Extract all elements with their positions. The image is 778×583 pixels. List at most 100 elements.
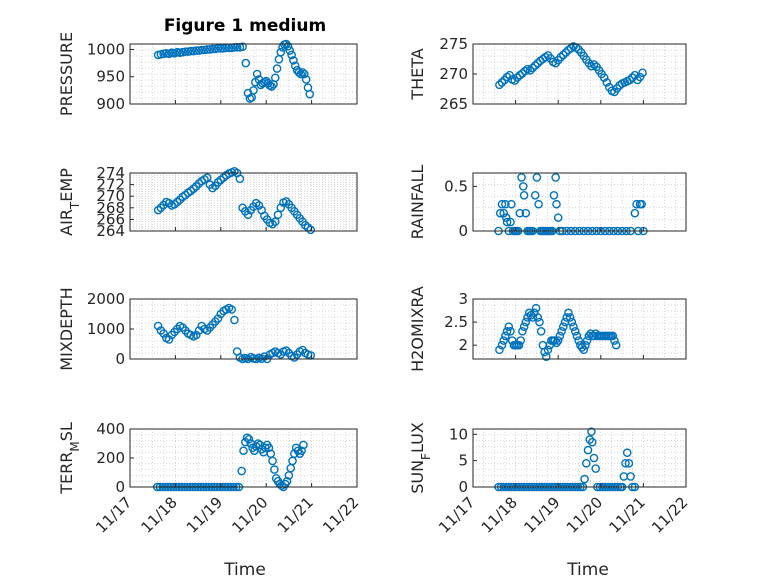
data-point — [565, 313, 575, 322]
y-axis-label: SUNFLUX — [408, 422, 433, 494]
data-point — [559, 322, 568, 331]
data-point — [272, 64, 282, 73]
data-point — [191, 46, 201, 55]
data-point — [499, 336, 508, 345]
y-tick-label: 272 — [96, 176, 125, 194]
x-tick-label: 11/22 — [648, 493, 691, 536]
data-point — [502, 217, 512, 227]
data-point — [555, 331, 565, 341]
data-point — [564, 308, 573, 318]
data-point — [582, 458, 591, 468]
data-point — [243, 210, 253, 220]
data-point — [587, 427, 596, 436]
panel-terr-msl: 0 200 400 11/17 11/18 11/19 11/20 11/21 11/22 TER… — [57, 420, 362, 537]
data-point — [591, 464, 600, 473]
y-tick-label: 0 — [115, 478, 125, 496]
y-axis-label: THETA — [408, 48, 427, 100]
y-axis-label: RAINFALL — [408, 165, 427, 240]
x-tick-label: 11/21 — [274, 493, 317, 536]
data-point — [599, 73, 609, 82]
data-point — [630, 70, 640, 80]
data-point — [608, 331, 618, 341]
data-point — [515, 208, 525, 218]
data-point — [495, 345, 504, 355]
data-point — [270, 465, 279, 474]
data-point — [194, 326, 204, 335]
data-point — [181, 47, 190, 56]
y-axis-label: PRESSURE — [57, 32, 76, 116]
data-point — [502, 327, 512, 336]
data-point — [553, 336, 563, 345]
data-point — [202, 45, 212, 54]
data-point — [296, 69, 306, 79]
data-point — [513, 73, 522, 82]
y-tick-label: 200 — [96, 449, 125, 467]
data-point — [497, 340, 507, 350]
data-point — [514, 340, 524, 350]
y-tick-label: 274 — [96, 164, 125, 182]
data-point — [572, 331, 582, 341]
data-point — [495, 208, 505, 218]
data-point — [501, 199, 510, 209]
data-point — [637, 199, 646, 209]
data-point — [602, 78, 612, 87]
data-point — [574, 336, 583, 345]
data-point — [281, 346, 291, 355]
y-tick-label: 266 — [96, 210, 125, 228]
data-point — [213, 44, 223, 53]
data-point — [299, 440, 308, 450]
data-point — [254, 201, 264, 210]
data-point — [276, 47, 286, 57]
data-point — [273, 210, 283, 220]
y-tick-label: 0 — [458, 478, 468, 496]
data-point — [589, 453, 599, 463]
y-tick-label: 950 — [96, 68, 125, 86]
data-point — [499, 208, 508, 218]
y-tick-label: 400 — [96, 420, 125, 438]
data-point — [260, 352, 269, 361]
y-tick-label: 1000 — [87, 320, 125, 338]
data-point — [582, 336, 592, 345]
data-point — [579, 345, 589, 355]
y-tick-label: 264 — [96, 222, 125, 240]
y-tick-label: 2 — [458, 336, 468, 354]
y-tick-label: 268 — [96, 199, 125, 217]
data-point — [306, 225, 315, 235]
data-point — [561, 48, 571, 57]
data-point — [516, 336, 526, 345]
x-tick-label: 11/17 — [435, 493, 478, 536]
data-point — [581, 340, 590, 350]
data-point — [610, 336, 619, 345]
y-tick-label: 5 — [458, 452, 468, 470]
data-point — [626, 472, 635, 481]
x-tick-label: 11/19 — [183, 493, 226, 536]
data-point — [505, 70, 514, 80]
y-tick-label: 0 — [458, 222, 468, 240]
y-tick-label: 10 — [449, 425, 468, 443]
data-point — [536, 327, 546, 336]
data-point — [506, 327, 515, 336]
data-point — [208, 44, 217, 54]
data-point — [264, 443, 274, 453]
data-point — [495, 80, 504, 90]
data-point — [567, 317, 577, 327]
data-point — [532, 173, 542, 182]
y-tick-label: 0 — [115, 350, 125, 368]
data-point — [227, 305, 236, 314]
data-point — [497, 199, 507, 209]
data-point — [501, 331, 510, 341]
y-tick-label: 0.5 — [444, 177, 468, 195]
data-point — [624, 458, 634, 468]
data-point — [552, 338, 561, 348]
data-point — [230, 315, 239, 325]
data-point — [249, 86, 258, 95]
data-point — [252, 69, 262, 79]
data-point — [589, 60, 599, 69]
x-tick-label: 11/17 — [92, 493, 135, 536]
data-point — [294, 68, 304, 77]
data-point — [632, 199, 641, 209]
data-point — [237, 466, 246, 476]
data-point — [506, 217, 515, 227]
axes-box — [472, 298, 687, 360]
